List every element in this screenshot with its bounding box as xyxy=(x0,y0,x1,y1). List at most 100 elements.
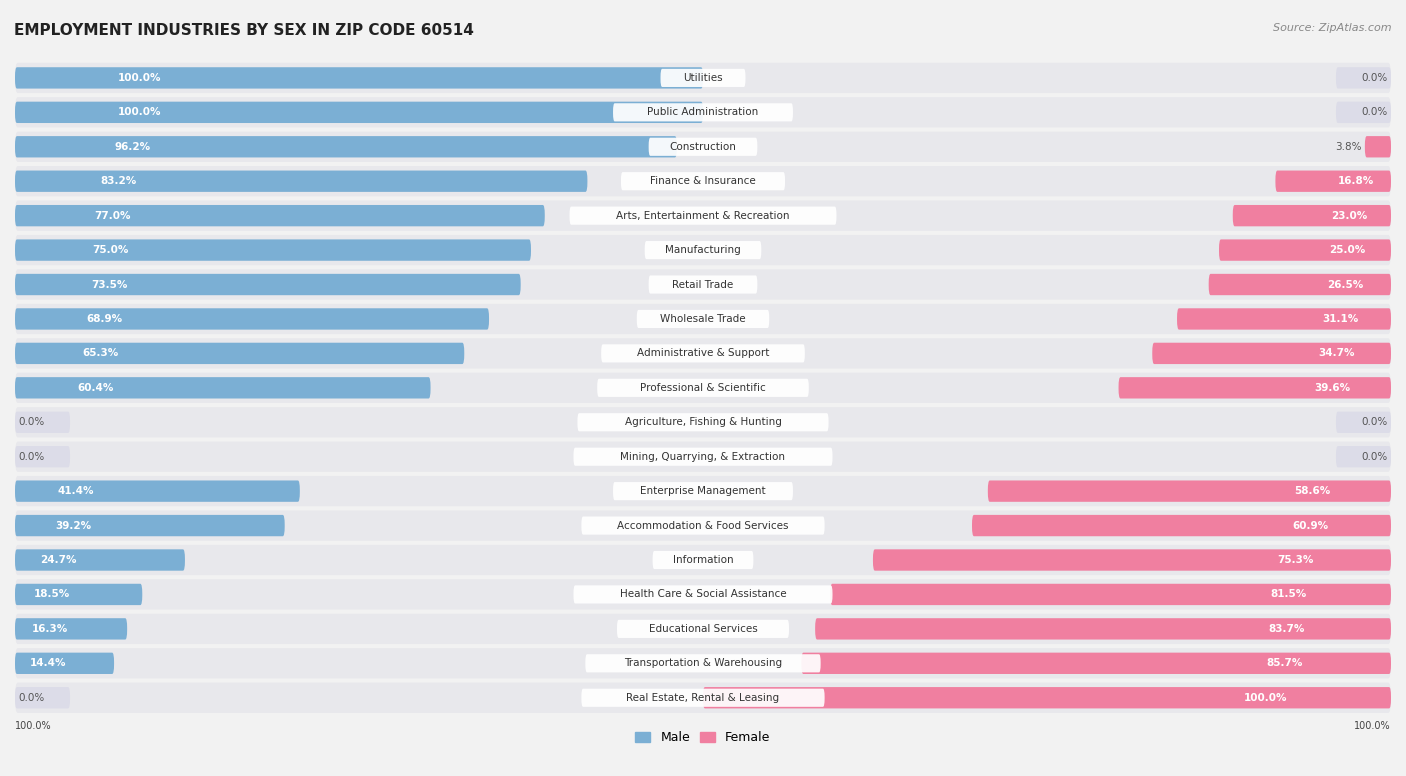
Text: 65.3%: 65.3% xyxy=(83,348,118,359)
Text: 85.7%: 85.7% xyxy=(1267,658,1302,668)
FancyBboxPatch shape xyxy=(801,653,1391,674)
FancyBboxPatch shape xyxy=(15,511,1391,541)
FancyBboxPatch shape xyxy=(15,446,70,467)
FancyBboxPatch shape xyxy=(15,132,1391,162)
FancyBboxPatch shape xyxy=(602,345,804,362)
FancyBboxPatch shape xyxy=(15,687,70,708)
Text: Construction: Construction xyxy=(669,142,737,152)
FancyBboxPatch shape xyxy=(15,235,1391,265)
FancyBboxPatch shape xyxy=(648,275,758,293)
Text: 60.9%: 60.9% xyxy=(1292,521,1329,531)
Text: Mining, Quarrying, & Extraction: Mining, Quarrying, & Extraction xyxy=(620,452,786,462)
FancyBboxPatch shape xyxy=(1153,343,1391,364)
Text: Retail Trade: Retail Trade xyxy=(672,279,734,289)
FancyBboxPatch shape xyxy=(652,551,754,569)
FancyBboxPatch shape xyxy=(15,171,588,192)
FancyBboxPatch shape xyxy=(15,377,430,399)
FancyBboxPatch shape xyxy=(15,580,1391,610)
FancyBboxPatch shape xyxy=(1275,171,1391,192)
Text: Health Care & Social Assistance: Health Care & Social Assistance xyxy=(620,590,786,599)
FancyBboxPatch shape xyxy=(703,687,1391,708)
FancyBboxPatch shape xyxy=(15,648,1391,678)
Text: 68.9%: 68.9% xyxy=(86,314,122,324)
Text: Wholesale Trade: Wholesale Trade xyxy=(661,314,745,324)
FancyBboxPatch shape xyxy=(1336,411,1391,433)
Text: 83.2%: 83.2% xyxy=(101,176,138,186)
Text: 14.4%: 14.4% xyxy=(30,658,66,668)
Text: 60.4%: 60.4% xyxy=(77,383,114,393)
FancyBboxPatch shape xyxy=(582,517,824,535)
FancyBboxPatch shape xyxy=(574,585,832,604)
FancyBboxPatch shape xyxy=(569,206,837,225)
Text: 100.0%: 100.0% xyxy=(15,721,52,731)
FancyBboxPatch shape xyxy=(613,103,793,121)
Text: 24.7%: 24.7% xyxy=(41,555,77,565)
Text: Arts, Entertainment & Recreation: Arts, Entertainment & Recreation xyxy=(616,210,790,220)
Text: Finance & Insurance: Finance & Insurance xyxy=(650,176,756,186)
FancyBboxPatch shape xyxy=(1233,205,1391,227)
Text: 73.5%: 73.5% xyxy=(91,279,127,289)
Text: 0.0%: 0.0% xyxy=(1361,107,1388,117)
Text: 31.1%: 31.1% xyxy=(1323,314,1360,324)
FancyBboxPatch shape xyxy=(1119,377,1391,399)
FancyBboxPatch shape xyxy=(831,584,1391,605)
Text: 83.7%: 83.7% xyxy=(1268,624,1305,634)
Text: Enterprise Management: Enterprise Management xyxy=(640,486,766,496)
Text: 0.0%: 0.0% xyxy=(18,693,45,703)
FancyBboxPatch shape xyxy=(617,620,789,638)
FancyBboxPatch shape xyxy=(15,614,1391,644)
Text: 25.0%: 25.0% xyxy=(1329,245,1365,255)
FancyBboxPatch shape xyxy=(15,545,1391,575)
Text: 0.0%: 0.0% xyxy=(1361,452,1388,462)
FancyBboxPatch shape xyxy=(15,476,1391,506)
FancyBboxPatch shape xyxy=(1219,240,1391,261)
FancyBboxPatch shape xyxy=(873,549,1391,570)
Text: Educational Services: Educational Services xyxy=(648,624,758,634)
Text: 0.0%: 0.0% xyxy=(1361,73,1388,83)
FancyBboxPatch shape xyxy=(15,303,1391,334)
FancyBboxPatch shape xyxy=(15,63,1391,93)
FancyBboxPatch shape xyxy=(15,338,1391,369)
Text: 26.5%: 26.5% xyxy=(1327,279,1364,289)
FancyBboxPatch shape xyxy=(972,515,1391,536)
Text: Administrative & Support: Administrative & Support xyxy=(637,348,769,359)
FancyBboxPatch shape xyxy=(15,97,1391,127)
Text: 18.5%: 18.5% xyxy=(34,590,70,599)
FancyBboxPatch shape xyxy=(1336,102,1391,123)
FancyBboxPatch shape xyxy=(15,407,1391,438)
Text: 39.6%: 39.6% xyxy=(1315,383,1350,393)
FancyBboxPatch shape xyxy=(15,343,464,364)
Text: 34.7%: 34.7% xyxy=(1319,348,1355,359)
FancyBboxPatch shape xyxy=(15,166,1391,196)
Text: Agriculture, Fishing & Hunting: Agriculture, Fishing & Hunting xyxy=(624,417,782,428)
Text: 3.8%: 3.8% xyxy=(1334,142,1361,152)
FancyBboxPatch shape xyxy=(988,480,1391,502)
FancyBboxPatch shape xyxy=(15,200,1391,230)
FancyBboxPatch shape xyxy=(15,102,703,123)
FancyBboxPatch shape xyxy=(15,411,70,433)
Text: 96.2%: 96.2% xyxy=(114,142,150,152)
Text: Utilities: Utilities xyxy=(683,73,723,83)
Text: 16.3%: 16.3% xyxy=(32,624,67,634)
FancyBboxPatch shape xyxy=(578,413,828,431)
FancyBboxPatch shape xyxy=(645,241,761,259)
Text: 77.0%: 77.0% xyxy=(94,210,131,220)
Text: 0.0%: 0.0% xyxy=(18,417,45,428)
Text: Source: ZipAtlas.com: Source: ZipAtlas.com xyxy=(1274,23,1392,33)
Text: 75.0%: 75.0% xyxy=(93,245,129,255)
Text: 41.4%: 41.4% xyxy=(58,486,94,496)
FancyBboxPatch shape xyxy=(1177,308,1391,330)
FancyBboxPatch shape xyxy=(15,269,1391,300)
FancyBboxPatch shape xyxy=(582,688,824,707)
FancyBboxPatch shape xyxy=(1336,446,1391,467)
Text: Accommodation & Food Services: Accommodation & Food Services xyxy=(617,521,789,531)
FancyBboxPatch shape xyxy=(1336,68,1391,88)
Text: 0.0%: 0.0% xyxy=(18,452,45,462)
FancyBboxPatch shape xyxy=(1365,136,1391,158)
FancyBboxPatch shape xyxy=(15,308,489,330)
FancyBboxPatch shape xyxy=(15,136,676,158)
Text: Real Estate, Rental & Leasing: Real Estate, Rental & Leasing xyxy=(627,693,779,703)
Text: 16.8%: 16.8% xyxy=(1337,176,1374,186)
Text: 23.0%: 23.0% xyxy=(1331,210,1367,220)
Text: 58.6%: 58.6% xyxy=(1295,486,1330,496)
